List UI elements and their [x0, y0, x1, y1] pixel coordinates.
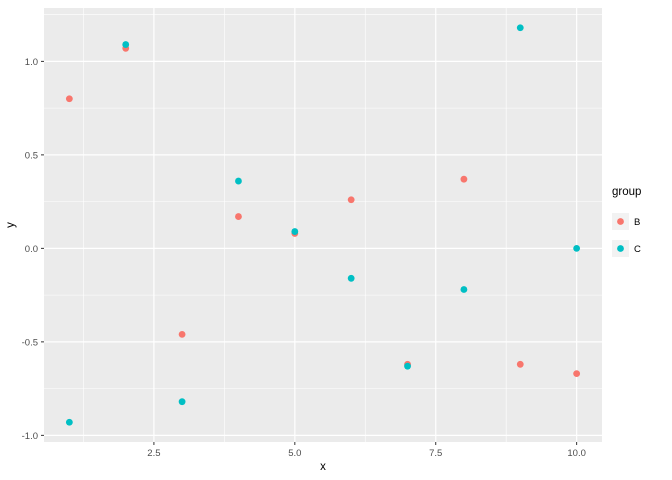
y-axis-label: y: [5, 222, 17, 228]
y-tick-label: 0.0: [25, 244, 38, 255]
data-point-B: [65, 95, 73, 103]
data-point-B: [235, 213, 242, 220]
data-point-C: [516, 24, 524, 32]
x-tick-label: 10.0: [567, 448, 586, 459]
plot-panel: [44, 8, 602, 442]
data-point-B: [347, 196, 355, 204]
data-point-B: [460, 175, 468, 183]
data-point-C: [178, 398, 186, 406]
data-point-B: [573, 370, 581, 378]
legend-point-C: [617, 245, 624, 252]
legend-label: B: [634, 217, 640, 228]
data-point-C: [122, 41, 130, 48]
legend-point-B: [617, 218, 624, 225]
x-tick-label: 5.0: [288, 448, 301, 459]
y-tick-label: 1.0: [25, 57, 38, 68]
y-tick-label: -0.5: [22, 337, 38, 348]
data-point-C: [65, 418, 73, 426]
data-point-B: [178, 330, 186, 338]
data-point-C: [291, 228, 299, 235]
x-axis-label: x: [320, 461, 326, 473]
legend-label: C: [634, 244, 641, 255]
data-point-B: [516, 360, 524, 368]
data-point-C: [404, 362, 411, 370]
x-tick-label: 7.5: [429, 448, 442, 459]
y-tick-label: -1.0: [22, 431, 38, 442]
data-point-C: [235, 177, 242, 185]
data-point-C: [347, 274, 355, 282]
data-point-C: [460, 286, 468, 293]
x-tick-label: 2.5: [147, 448, 160, 459]
data-point-C: [573, 244, 581, 252]
y-tick-label: 0.5: [25, 150, 38, 161]
legend-title: group: [612, 186, 641, 198]
